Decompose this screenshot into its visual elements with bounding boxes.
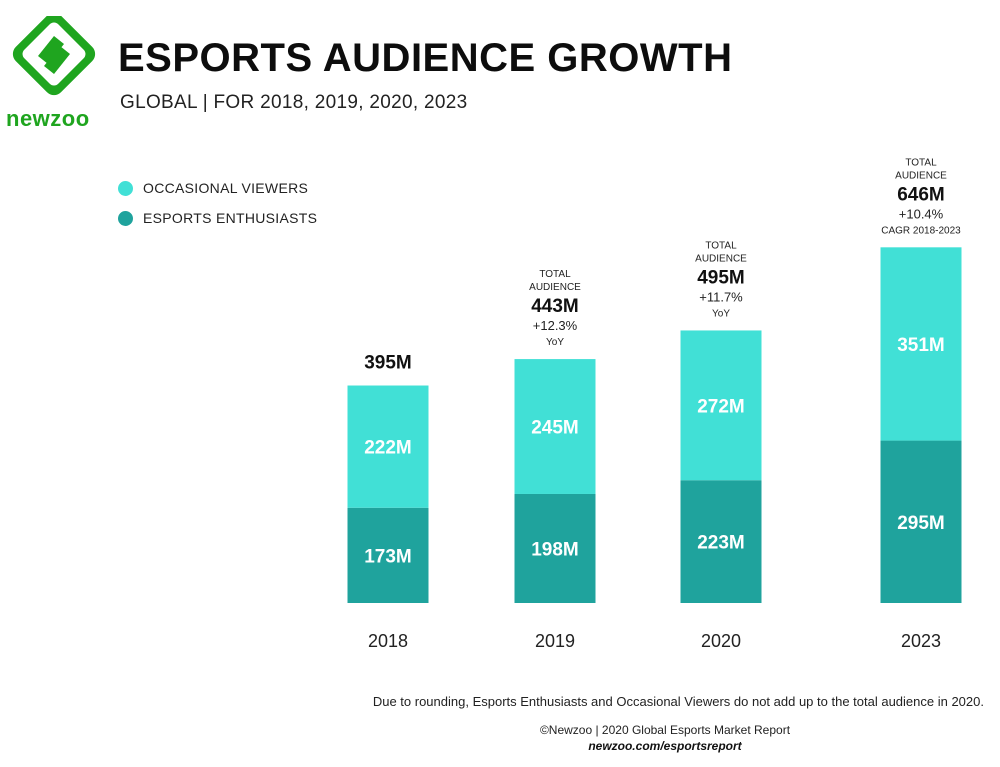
total-label-2023: 646M: [897, 184, 945, 205]
total-label-2019: 443M: [531, 296, 579, 317]
bar-occasional-2018: [347, 385, 429, 508]
total-label-2020: 495M: [697, 267, 745, 288]
bar-enthusiasts-2018: [347, 507, 429, 603]
footnote: Due to rounding, Esports Enthusiasts and…: [372, 694, 984, 709]
bar-enthusiasts-2023: [880, 440, 962, 603]
total-heading-line1-2019: TOTAL: [539, 269, 571, 280]
report-link[interactable]: newzoo.com/esportsreport: [588, 739, 742, 753]
x-tick-label-2019: 2019: [535, 631, 575, 651]
x-tick-label-2020: 2020: [701, 631, 741, 651]
growth-note-2020: YoY: [712, 308, 730, 319]
stacked-bar-chart: 173M 222M 2018 395M 198M 245M 2019 YoY +12.3%443…: [347, 157, 962, 651]
legend-label-enthusiasts: ESPORTS ENTHUSIASTS: [143, 210, 318, 226]
page-subtitle: GLOBAL | FOR 2018, 2019, 2020, 2023: [120, 92, 468, 113]
total-heading-line2-2020: AUDIENCE: [695, 253, 747, 264]
total-heading-line2-2019: AUDIENCE: [529, 282, 581, 293]
growth-label-2019: +12.3%: [533, 318, 578, 333]
legend-item-esports-enthusiasts: ESPORTS ENTHUSIASTS: [118, 210, 317, 226]
bar-enthusiasts-2020: [680, 480, 762, 603]
total-heading-line1-2020: TOTAL: [705, 240, 737, 251]
data-label-occasional-2020: 272M: [697, 396, 745, 417]
legend-swatch-enthusiasts: [118, 210, 133, 226]
growth-label-2020: +11.7%: [699, 289, 743, 304]
newzoo-logo-icon: [12, 16, 96, 96]
total-heading-line2-2023: AUDIENCE: [895, 170, 947, 181]
bar-occasional-2019: [514, 359, 596, 494]
data-label-occasional-2019: 245M: [531, 418, 579, 439]
bar-occasional-2023: [880, 247, 962, 441]
data-label-occasional-2023: 351M: [897, 335, 945, 356]
bar-enthusiasts-2019: [514, 493, 596, 603]
total-label-2018: 395M: [364, 353, 412, 374]
growth-label-2023: +10.4%: [899, 206, 944, 221]
x-tick-label-2018: 2018: [368, 631, 408, 651]
bar-occasional-2020: [680, 330, 762, 481]
data-label-occasional-2018: 222M: [364, 438, 412, 459]
legend-item-occasional-viewers: OCCASIONAL VIEWERS: [118, 180, 308, 196]
total-heading-line1-2023: TOTAL: [905, 157, 937, 168]
page-title: ESPORTS AUDIENCE GROWTH: [118, 36, 733, 80]
logo-wordmark: newzoo: [6, 106, 90, 131]
data-label-enthusiasts-2018: 173M: [364, 546, 412, 567]
legend-label-occasional: OCCASIONAL VIEWERS: [143, 180, 309, 196]
data-label-enthusiasts-2019: 198M: [531, 539, 579, 560]
data-label-enthusiasts-2023: 295M: [897, 513, 945, 534]
legend-swatch-occasional: [118, 180, 133, 196]
copyright-text: ©Newzoo | 2020 Global Esports Market Rep…: [539, 723, 791, 737]
data-label-enthusiasts-2020: 223M: [697, 533, 745, 554]
growth-note-2023: CAGR 2018-2023: [881, 225, 961, 236]
growth-note-2019: YoY: [546, 337, 564, 348]
x-tick-label-2023: 2023: [901, 631, 941, 651]
